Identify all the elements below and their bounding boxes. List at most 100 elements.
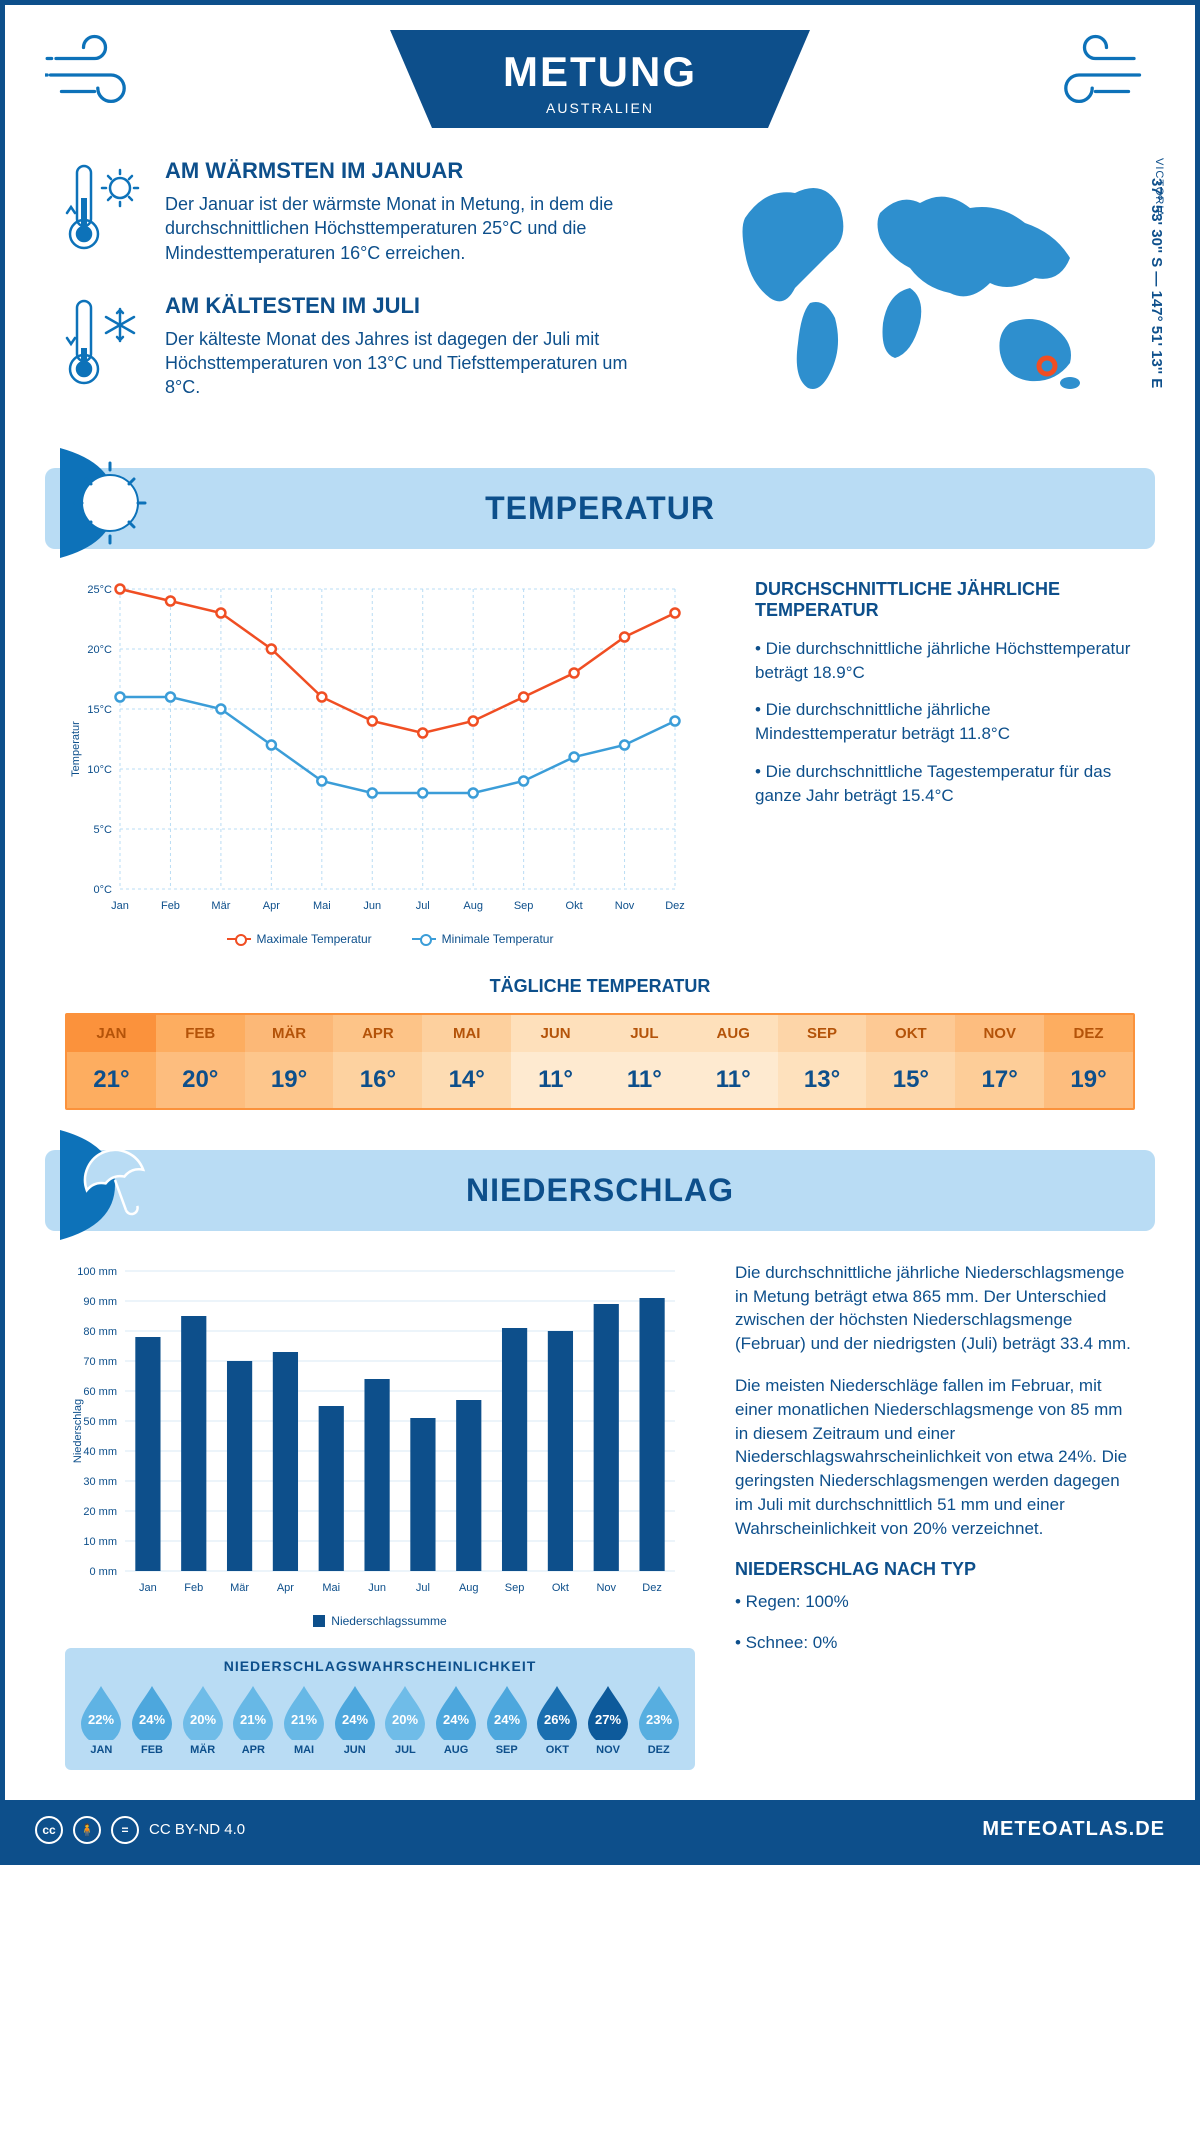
coordinates: 37° 53' 30'' S — 147° 51' 13'' E [1148, 178, 1165, 388]
probability-drop: 21%MAI [280, 1684, 329, 1756]
temp-table-col: NOV17° [955, 1015, 1044, 1108]
svg-text:Temperatur: Temperatur [70, 721, 82, 777]
daily-temp-title: TÄGLICHE TEMPERATUR [65, 976, 1135, 997]
probability-drop: 26%OKT [533, 1684, 582, 1756]
probability-drop: 24%SEP [482, 1684, 531, 1756]
probability-drop: 24%JUN [330, 1684, 379, 1756]
svg-text:Jan: Jan [139, 1582, 157, 1594]
svg-text:26%: 26% [544, 1712, 570, 1727]
svg-text:Jul: Jul [416, 900, 430, 912]
site-name: METEOATLAS.DE [982, 1818, 1165, 1841]
probability-drop: 21%APR [229, 1684, 278, 1756]
svg-text:21%: 21% [291, 1712, 317, 1727]
fact-warm-text: Der Januar ist der wärmste Monat in Metu… [165, 192, 655, 265]
probability-box: NIEDERSCHLAGSWAHRSCHEINLICHKEIT 22%JAN24… [65, 1648, 695, 1770]
svg-text:20%: 20% [392, 1712, 418, 1727]
svg-text:Mai: Mai [313, 900, 331, 912]
svg-text:24%: 24% [139, 1712, 165, 1727]
world-map-icon [695, 158, 1135, 418]
precipitation-title: NIEDERSCHLAG [75, 1172, 1125, 1209]
svg-text:Nov: Nov [596, 1582, 616, 1594]
precipitation-banner: NIEDERSCHLAG [45, 1150, 1155, 1231]
temp-table-col: JUN11° [511, 1015, 600, 1108]
svg-text:5°C: 5°C [94, 824, 113, 836]
temp-table-col: FEB20° [156, 1015, 245, 1108]
title-block: METUNG AUSTRALIEN [165, 30, 1035, 128]
svg-text:Nov: Nov [615, 900, 635, 912]
probability-drop: 23%DEZ [634, 1684, 683, 1756]
svg-text:Jun: Jun [363, 900, 381, 912]
city-title: METUNG [470, 48, 730, 96]
temperature-section: 0°C5°C10°C15°C20°C25°CJanFebMärAprMaiJun… [5, 579, 1195, 966]
cc-icon: cc [35, 1816, 63, 1844]
temp-table-col: AUG11° [689, 1015, 778, 1108]
temperature-title: TEMPERATUR [75, 490, 1125, 527]
svg-text:Jan: Jan [111, 900, 129, 912]
temp-table-col: JAN21° [67, 1015, 156, 1108]
svg-text:10°C: 10°C [87, 764, 112, 776]
svg-text:30 mm: 30 mm [83, 1476, 117, 1488]
temp-table-col: OKT15° [866, 1015, 955, 1108]
license-text: CC BY-ND 4.0 [149, 1821, 245, 1838]
thermometer-sun-icon [65, 158, 145, 265]
probability-drop: 27%NOV [584, 1684, 633, 1756]
precip-type-line: • Schnee: 0% [735, 1631, 1135, 1655]
wind-icon-left [45, 30, 165, 125]
footer: cc 🧍 = CC BY-ND 4.0 METEOATLAS.DE [5, 1800, 1195, 1860]
svg-text:10 mm: 10 mm [83, 1536, 117, 1548]
header: METUNG AUSTRALIEN [5, 5, 1195, 138]
svg-text:Apr: Apr [263, 900, 280, 912]
svg-text:Mai: Mai [322, 1582, 340, 1594]
sun-icon [60, 448, 170, 558]
svg-text:70 mm: 70 mm [83, 1356, 117, 1368]
probability-drop: 20%MÄR [178, 1684, 227, 1756]
svg-text:100 mm: 100 mm [77, 1266, 117, 1278]
probability-drop: 20%JUL [381, 1684, 430, 1756]
wind-icon-right [1035, 30, 1155, 125]
precipitation-legend: Niederschlagssumme [65, 1614, 695, 1628]
svg-text:0 mm: 0 mm [90, 1566, 118, 1578]
thermometer-snow-icon [65, 293, 145, 400]
temp-desc-line: • Die durchschnittliche jährliche Mindes… [755, 698, 1135, 746]
svg-text:23%: 23% [646, 1712, 672, 1727]
svg-text:0°C: 0°C [94, 884, 113, 896]
precipitation-section: 0 mm10 mm20 mm30 mm40 mm50 mm60 mm70 mm8… [5, 1261, 1195, 1800]
map-column: VICTORIA 37° 53' 30'' S — 147° 51' 13'' … [695, 158, 1135, 428]
svg-text:Aug: Aug [459, 1582, 479, 1594]
svg-text:Apr: Apr [277, 1582, 294, 1594]
svg-text:90 mm: 90 mm [83, 1296, 117, 1308]
intro-section: AM WÄRMSTEN IM JANUAR Der Januar ist der… [5, 138, 1195, 458]
temp-table-col: JUL11° [600, 1015, 689, 1108]
temp-desc-line: • Die durchschnittliche Tagestemperatur … [755, 760, 1135, 808]
precip-desc-1: Die durchschnittliche jährliche Niedersc… [735, 1261, 1135, 1356]
svg-text:Okt: Okt [552, 1582, 569, 1594]
temperature-banner: TEMPERATUR [45, 468, 1155, 549]
by-icon: 🧍 [73, 1816, 101, 1844]
nd-icon: = [111, 1816, 139, 1844]
fact-cold-text: Der kälteste Monat des Jahres ist dagege… [165, 327, 655, 400]
fact-coldest: AM KÄLTESTEN IM JULI Der kälteste Monat … [65, 293, 655, 400]
country-subtitle: AUSTRALIEN [470, 100, 730, 116]
temperature-chart: 0°C5°C10°C15°C20°C25°CJanFebMärAprMaiJun… [65, 579, 715, 946]
precip-desc-2: Die meisten Niederschläge fallen im Febr… [735, 1374, 1135, 1541]
temp-table-col: APR16° [333, 1015, 422, 1108]
svg-text:Mär: Mär [211, 900, 230, 912]
legend-min: Minimale Temperatur [442, 932, 554, 946]
svg-text:20 mm: 20 mm [83, 1506, 117, 1518]
svg-text:24%: 24% [443, 1712, 469, 1727]
svg-text:24%: 24% [494, 1712, 520, 1727]
precipitation-description: Die durchschnittliche jährliche Niedersc… [735, 1261, 1135, 1770]
svg-text:24%: 24% [342, 1712, 368, 1727]
fact-warmest: AM WÄRMSTEN IM JANUAR Der Januar ist der… [65, 158, 655, 265]
infographic-frame: METUNG AUSTRALIEN [0, 0, 1200, 1865]
precipitation-chart: 0 mm10 mm20 mm30 mm40 mm50 mm60 mm70 mm8… [65, 1261, 685, 1601]
temp-desc-line: • Die durchschnittliche jährliche Höchst… [755, 637, 1135, 685]
legend-precip: Niederschlagssumme [331, 1614, 446, 1628]
svg-text:20°C: 20°C [87, 644, 112, 656]
probability-drops: 22%JAN24%FEB20%MÄR21%APR21%MAI24%JUN20%J… [77, 1684, 683, 1756]
daily-temperature: TÄGLICHE TEMPERATUR JAN21°FEB20°MÄR19°AP… [5, 966, 1195, 1140]
fact-cold-title: AM KÄLTESTEN IM JULI [165, 293, 655, 319]
probability-drop: 22%JAN [77, 1684, 126, 1756]
svg-text:60 mm: 60 mm [83, 1386, 117, 1398]
svg-text:20%: 20% [190, 1712, 216, 1727]
